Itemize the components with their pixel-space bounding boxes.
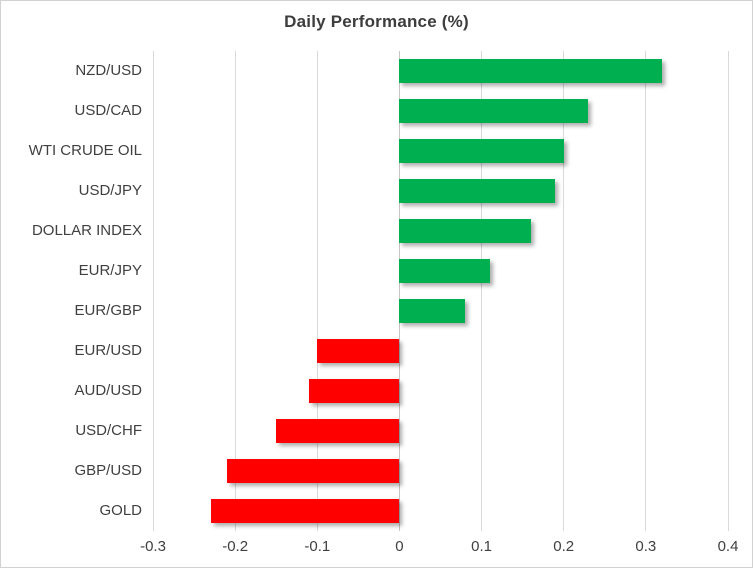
x-tick-label: 0.1 <box>471 538 492 555</box>
gridline <box>152 51 154 531</box>
gridline <box>727 51 729 531</box>
value-axis: -0.3 -0.2 -0.1 0 0.1 0.2 0.3 0.4 <box>140 538 738 560</box>
category-label: USD/JPY <box>78 182 142 199</box>
x-tick-label: 0 <box>395 538 404 555</box>
bar-eur-gbp <box>399 299 466 323</box>
bar-usd-cad <box>399 99 589 123</box>
bar-gold <box>210 499 400 523</box>
gridline <box>563 51 565 531</box>
category-label: USD/CHF <box>75 422 142 439</box>
zero-axis-line <box>398 51 400 531</box>
category-label: AUD/USD <box>74 382 142 399</box>
x-tick-label: 0.2 <box>553 538 575 555</box>
category-axis: NZD/USD USD/CAD WTI CRUDE OIL USD/JPY DOLLAR… <box>1 51 142 531</box>
bar-eur-jpy <box>399 259 490 283</box>
category-label: GOLD <box>99 502 142 519</box>
x-tick-label: -0.3 <box>140 538 166 555</box>
category-label: GBP/USD <box>74 462 142 479</box>
gridline <box>234 51 236 531</box>
bar-usd-jpy <box>399 179 556 203</box>
category-label: WTI CRUDE OIL <box>28 142 142 159</box>
bar-aud-usd <box>309 379 400 403</box>
bar-usd-chf <box>276 419 400 443</box>
category-label: USD/CAD <box>74 102 142 119</box>
bar-nzd-usd <box>399 59 663 83</box>
x-tick-label: 0.4 <box>717 538 739 555</box>
category-label: EUR/JPY <box>78 262 142 279</box>
x-tick-label: -0.1 <box>304 538 331 555</box>
chart-title: Daily Performance (%) <box>284 12 469 31</box>
gridline <box>645 51 647 531</box>
category-label: NZD/USD <box>75 62 142 79</box>
category-label: EUR/USD <box>74 342 142 359</box>
bar-wti-crude-oil <box>399 139 564 163</box>
category-label: DOLLAR INDEX <box>31 222 142 239</box>
plot-area <box>152 51 729 531</box>
x-tick-label: -0.2 <box>222 538 249 555</box>
category-label: EUR/GBP <box>74 302 142 319</box>
gridline <box>316 51 318 531</box>
bar-dollar-index <box>399 219 531 243</box>
bar-gbp-usd <box>226 459 400 483</box>
gridline <box>481 51 483 531</box>
x-tick-label: 0.3 <box>635 538 657 555</box>
bar-eur-usd <box>317 339 400 363</box>
